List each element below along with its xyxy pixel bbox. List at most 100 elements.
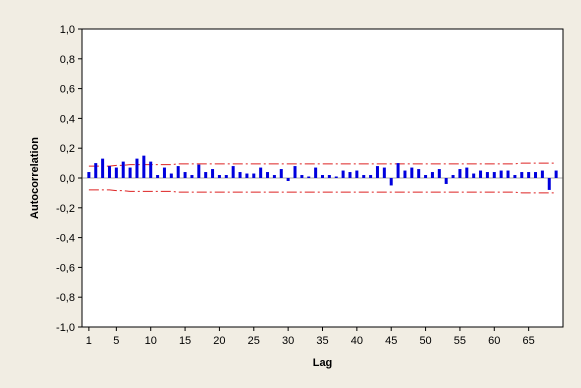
x-axis-title: Lag bbox=[313, 357, 333, 369]
acf-bar-lag-57 bbox=[472, 173, 476, 178]
acf-bar-lag-41 bbox=[362, 175, 366, 178]
x-tick-label: 30 bbox=[282, 335, 294, 347]
acf-bar-lag-14 bbox=[176, 166, 180, 178]
acf-bar-lag-45 bbox=[389, 178, 393, 186]
acf-bar-lag-11 bbox=[156, 175, 160, 178]
y-tick-label: 0,6 bbox=[60, 84, 75, 96]
acf-bar-lag-68 bbox=[547, 178, 551, 190]
acf-bar-lag-35 bbox=[321, 175, 324, 178]
acf-bar-lag-69 bbox=[554, 170, 558, 178]
acf-bar-lag-26 bbox=[259, 167, 263, 178]
acf-bar-lag-34 bbox=[314, 167, 318, 178]
y-tick-label: -0,6 bbox=[56, 262, 75, 274]
acf-bar-lag-42 bbox=[369, 175, 373, 178]
acf-bar-lag-62 bbox=[506, 170, 510, 178]
acf-bar-lag-18 bbox=[204, 172, 208, 178]
acf-bar-lag-49 bbox=[417, 169, 421, 178]
acf-bar-lag-65 bbox=[527, 172, 531, 178]
acf-bar-lag-5 bbox=[114, 167, 118, 178]
y-tick-label: 0,4 bbox=[60, 113, 75, 125]
x-tick-label: 45 bbox=[385, 335, 397, 347]
acf-bar-lag-13 bbox=[169, 173, 173, 178]
y-tick-label: 1,0 bbox=[60, 24, 75, 36]
confidence-limits bbox=[88, 162, 557, 194]
acf-bar-lag-47 bbox=[403, 170, 407, 178]
upper-confidence-limit bbox=[88, 162, 557, 167]
acf-bar-lag-51 bbox=[430, 172, 434, 178]
acf-bar-lag-22 bbox=[231, 166, 235, 178]
acf-bar-lag-24 bbox=[245, 173, 249, 178]
acf-bar-lag-64 bbox=[520, 172, 524, 178]
acf-bar-lag-31 bbox=[293, 166, 297, 178]
acf-bar-lag-37 bbox=[334, 176, 338, 178]
acf-bar-lag-9 bbox=[142, 155, 146, 178]
x-tick-label: 25 bbox=[248, 335, 260, 347]
acf-bar-lag-67 bbox=[540, 170, 544, 178]
acf-bar-lag-23 bbox=[238, 172, 242, 178]
x-tick-label: 1 bbox=[86, 335, 92, 347]
acf-bar-lag-55 bbox=[458, 169, 462, 178]
acf-bar-lag-32 bbox=[300, 175, 304, 178]
acf-bar-lag-27 bbox=[266, 172, 270, 178]
x-tick-label: 5 bbox=[113, 335, 119, 347]
y-tick-label: 0,8 bbox=[60, 54, 75, 66]
acf-bar-lag-19 bbox=[211, 169, 215, 178]
acf-bar-lag-33 bbox=[307, 176, 311, 178]
acf-bar-lag-16 bbox=[190, 175, 194, 178]
acf-bar-lag-59 bbox=[485, 172, 489, 178]
acf-bar-lag-25 bbox=[252, 173, 256, 178]
acf-bar-lag-40 bbox=[355, 170, 359, 178]
acf-bar-lag-61 bbox=[499, 170, 503, 178]
acf-bar-lag-12 bbox=[162, 167, 166, 178]
acf-bar-lag-66 bbox=[534, 172, 538, 178]
acf-bar-lag-38 bbox=[341, 170, 345, 178]
x-tick-label: 10 bbox=[145, 335, 157, 347]
lower-confidence-limit bbox=[88, 189, 557, 194]
y-tick-label: -1,0 bbox=[56, 322, 75, 334]
acf-bar-lag-54 bbox=[451, 175, 455, 178]
x-tick-label: 40 bbox=[351, 335, 363, 347]
acf-bar-lag-2 bbox=[94, 163, 98, 178]
y-axis: 1,0 0,8 0,6 0,4 0,2 0,0 -0,2 -0,4 -0,6 -0,8 -1,0 bbox=[56, 24, 82, 334]
acf-bar-lag-29 bbox=[279, 169, 283, 178]
acf-bar-lag-48 bbox=[410, 167, 414, 178]
acf-bar-lag-15 bbox=[183, 172, 187, 178]
y-tick-label: -0,2 bbox=[56, 203, 75, 215]
acf-bar-lag-1 bbox=[87, 172, 91, 178]
autocorrelation-bars bbox=[87, 155, 558, 190]
acf-bar-lag-60 bbox=[492, 172, 496, 178]
x-tick-label: 50 bbox=[419, 335, 431, 347]
acf-bar-lag-50 bbox=[424, 175, 428, 178]
acf-bar-lag-53 bbox=[444, 178, 448, 184]
acf-bar-lag-52 bbox=[437, 169, 441, 178]
y-tick-label: 0,2 bbox=[60, 143, 75, 155]
acf-bar-lag-6 bbox=[121, 161, 125, 178]
acf-bar-lag-7 bbox=[128, 167, 132, 178]
acf-bar-lag-17 bbox=[197, 164, 201, 178]
acf-bar-lag-8 bbox=[135, 158, 139, 178]
acf-bar-lag-63 bbox=[513, 175, 517, 178]
y-tick-label: -0,4 bbox=[56, 233, 75, 245]
acf-bar-lag-3 bbox=[101, 158, 105, 178]
acf-bar-lag-56 bbox=[465, 167, 469, 178]
x-tick-label: 55 bbox=[454, 335, 466, 347]
x-axis: 1 5 10 15 20 25 30 35 40 45 50 55 60 65 bbox=[86, 327, 535, 347]
acf-bar-lag-43 bbox=[375, 166, 379, 178]
y-tick-label: -0,8 bbox=[56, 292, 75, 304]
acf-bar-lag-21 bbox=[224, 175, 228, 178]
y-tick-label: 0,0 bbox=[60, 173, 75, 185]
acf-bar-lag-58 bbox=[479, 170, 483, 178]
x-tick-label: 35 bbox=[316, 335, 328, 347]
acf-bar-lag-36 bbox=[327, 175, 331, 178]
x-tick-label: 20 bbox=[213, 335, 225, 347]
y-axis-title: Autocorrelation bbox=[29, 137, 41, 219]
acf-bar-lag-10 bbox=[149, 161, 153, 178]
acf-bar-lag-44 bbox=[382, 167, 386, 178]
acf-bar-lag-4 bbox=[107, 166, 111, 178]
x-tick-label: 65 bbox=[523, 335, 535, 347]
acf-bar-lag-20 bbox=[217, 175, 221, 178]
acf-bar-lag-39 bbox=[348, 172, 352, 178]
acf-bar-lag-30 bbox=[286, 178, 290, 181]
